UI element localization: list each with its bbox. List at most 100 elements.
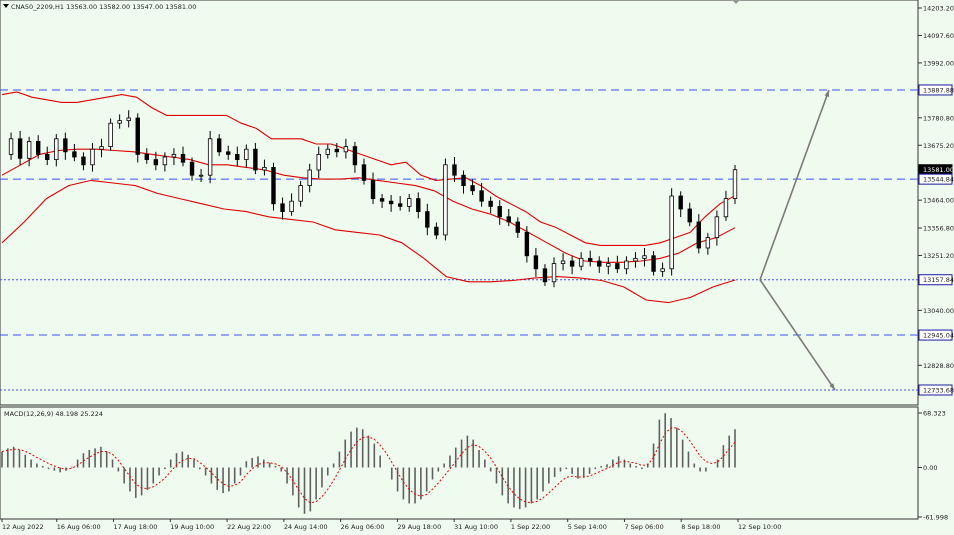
macd-tag-0: 68.323 (923, 410, 946, 418)
candle (171, 148, 177, 166)
macd-pane-border (0, 406, 919, 520)
candle (235, 146, 240, 167)
x-label-0: 12 Aug 2022 (2, 523, 44, 531)
candle (696, 214, 702, 254)
candle (226, 145, 231, 160)
candle (434, 222, 439, 240)
price-tag-10: 13251.20 (923, 252, 954, 260)
price-tag-5: 13675.20 (923, 142, 954, 150)
macd-tag-2: -61.998 (923, 514, 948, 522)
candle (361, 158, 367, 185)
candle (416, 192, 421, 219)
candle (578, 252, 584, 271)
price-tag-6: 13581.00 (923, 166, 954, 174)
candle (26, 136, 32, 167)
candle (126, 110, 131, 128)
candle (533, 247, 539, 277)
candle (551, 257, 557, 288)
candle (732, 165, 738, 205)
candle (597, 256, 602, 273)
price-tag-bg (918, 173, 953, 185)
candle (497, 200, 502, 225)
candle (669, 188, 674, 276)
candle (198, 168, 204, 182)
x-label-6: 26 Aug 06:00 (341, 523, 385, 531)
x-label-2: 17 Aug 18:00 (114, 523, 158, 531)
candle (651, 251, 656, 276)
candle (216, 134, 222, 156)
candle (352, 141, 358, 173)
x-label-8: 31 Aug 10:00 (454, 523, 498, 531)
x-label-13: 12 Sep 10:00 (738, 523, 781, 531)
candle (162, 152, 168, 172)
candle (334, 142, 340, 158)
candle (271, 162, 276, 211)
candle (144, 148, 149, 164)
candle (407, 193, 412, 212)
candle (316, 146, 321, 179)
candle (397, 195, 403, 211)
candle (108, 118, 113, 151)
candle (479, 182, 484, 207)
candle (343, 138, 349, 159)
symbol-info: CNA50_2209,H1 13563.00 13582.00 13547.00… (11, 3, 196, 11)
candle (615, 255, 620, 273)
price-tag-8: 13464.00 (923, 197, 954, 205)
candle (470, 179, 475, 195)
price-tag-4: 13780.80 (923, 114, 954, 122)
candle (461, 170, 466, 194)
x-label-1: 16 Aug 06:00 (57, 523, 101, 531)
candle (45, 146, 50, 166)
candle (244, 144, 249, 168)
candle (90, 142, 95, 172)
projection-arrow-up-head (824, 89, 830, 97)
candle (687, 202, 692, 227)
macd-info: MACD(12,26,9) 48.198 25.224 (4, 410, 103, 418)
bollinger-middle (1, 148, 736, 263)
price-tag-bg (918, 274, 953, 286)
candle (117, 114, 122, 129)
price-tag-12: 13040.00 (923, 307, 954, 315)
candle (660, 262, 665, 277)
price-tag-15: 12733.68 (923, 387, 954, 395)
projection-arrow-up[interactable] (759, 89, 830, 281)
x-label-4: 22 Aug 22:00 (227, 523, 271, 531)
candle (54, 134, 59, 167)
candle (180, 146, 186, 167)
candle (253, 142, 258, 175)
bollinger-upper (1, 91, 736, 246)
candle (35, 135, 41, 159)
candle (452, 157, 457, 182)
chart-menu-icon[interactable] (3, 4, 9, 8)
candle (153, 151, 159, 171)
candle (135, 113, 140, 163)
price-tag-7: 13544.84 (923, 176, 954, 184)
candle (325, 144, 330, 159)
candle (569, 256, 575, 275)
x-label-10: 5 Sep 14:00 (568, 523, 607, 531)
candle (207, 131, 213, 184)
x-label-12: 8 Sep 18:00 (681, 523, 720, 531)
candle (633, 252, 638, 268)
candle (289, 193, 294, 216)
projection-arrow-down-head (829, 383, 835, 390)
candle (280, 197, 285, 220)
price-tag-9: 13356.80 (923, 225, 954, 233)
price-tag-0: 14203.20 (923, 5, 954, 13)
candle (189, 157, 195, 181)
bollinger-lower (1, 179, 736, 304)
price-tag-2: 13992.00 (923, 59, 954, 67)
x-label-11: 7 Sep 06:00 (624, 523, 663, 531)
scroll-marker-icon[interactable] (732, 0, 740, 4)
candle (17, 131, 23, 166)
candle (515, 217, 521, 238)
candle (506, 208, 511, 227)
candle (542, 264, 548, 286)
projection-arrow-down[interactable] (759, 279, 836, 391)
candle (443, 158, 448, 241)
x-label-3: 19 Aug 10:00 (170, 523, 214, 531)
candle (425, 203, 430, 236)
price-tag-14: 12828.80 (923, 362, 954, 370)
